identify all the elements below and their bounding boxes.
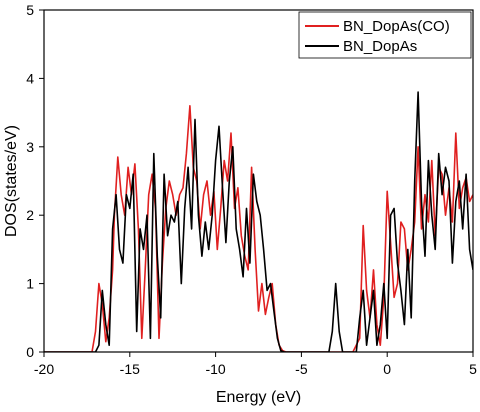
ticks-layer: -20 -15 -10 -5 0 5 0 1 2 3 4 5 bbox=[26, 2, 477, 377]
axes-layer bbox=[43, 9, 474, 353]
y-tick-label: 4 bbox=[26, 70, 34, 86]
y-tick-label: 2 bbox=[26, 207, 34, 223]
series-line-2 bbox=[44, 91, 473, 352]
x-tick-label: -15 bbox=[120, 361, 140, 377]
x-tick-label: -10 bbox=[205, 361, 225, 377]
y-tick-label: 3 bbox=[26, 139, 34, 155]
legend-label: BN_DopAs bbox=[343, 38, 417, 55]
legend-box bbox=[298, 11, 472, 59]
plot-frame bbox=[43, 9, 474, 353]
x-tick-label: 5 bbox=[469, 361, 477, 377]
legend: BN_DopAs(CO) BN_DopAs bbox=[298, 11, 472, 59]
legend-label: BN_DopAs(CO) bbox=[343, 18, 450, 35]
series-layer bbox=[44, 91, 473, 352]
x-tick-label: 0 bbox=[383, 361, 391, 377]
y-tick-label: 0 bbox=[26, 344, 34, 360]
x-axis-title: Energy (eV) bbox=[216, 389, 301, 406]
y-axis-title: DOS(states/eV) bbox=[3, 125, 20, 237]
y-tick-label: 5 bbox=[26, 2, 34, 18]
series-line-1 bbox=[44, 105, 473, 352]
y-tick-label: 1 bbox=[26, 276, 34, 292]
x-tick-label: -20 bbox=[34, 361, 54, 377]
x-tick-label: -5 bbox=[295, 361, 308, 377]
